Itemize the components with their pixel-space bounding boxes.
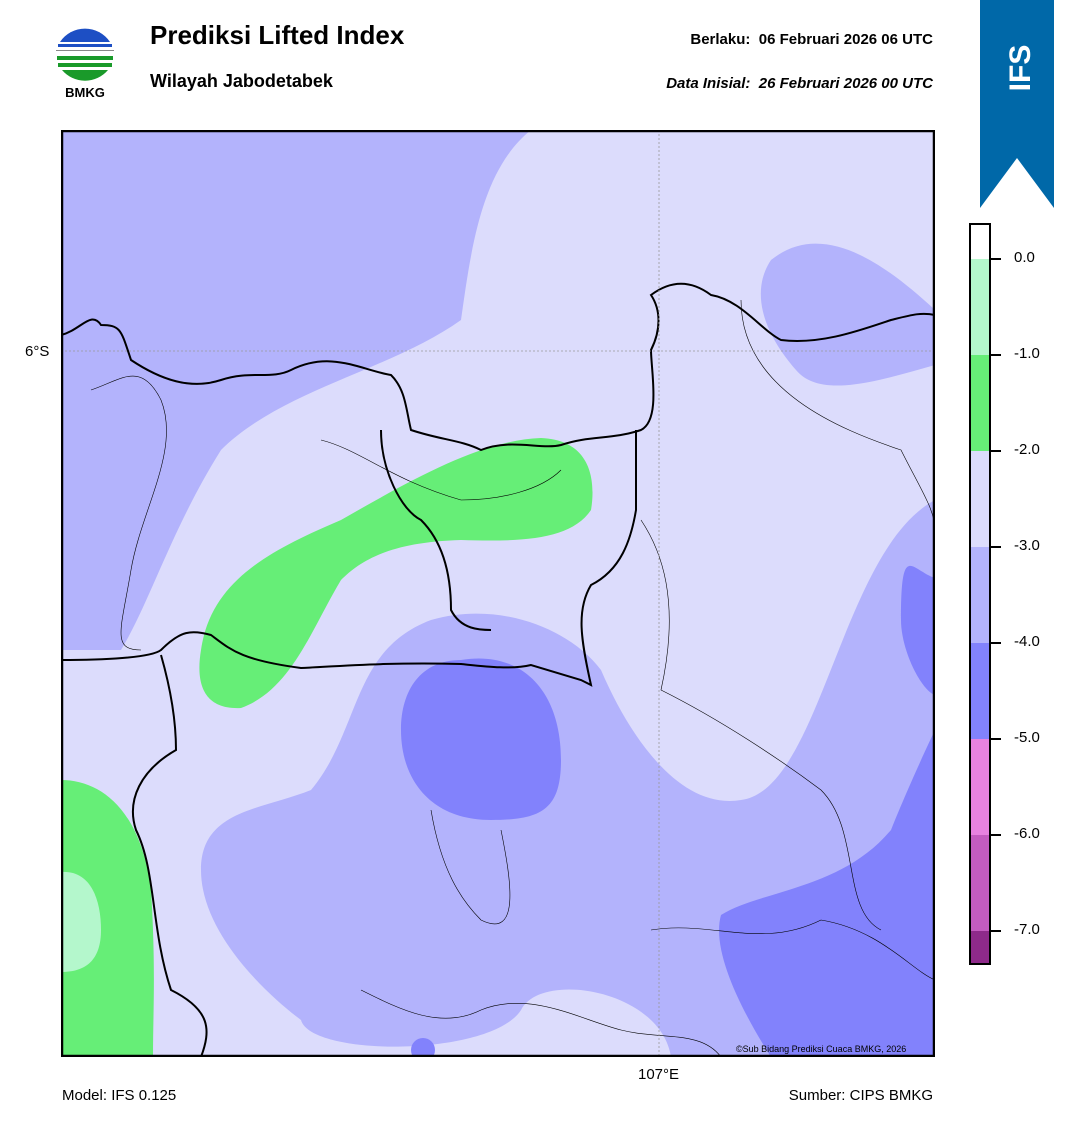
colorbar-segment bbox=[971, 931, 989, 963]
coastline bbox=[61, 282, 935, 452]
colorbar-segment bbox=[971, 739, 989, 835]
zone-minus4-5-east bbox=[901, 565, 935, 695]
colorbar-segment bbox=[971, 835, 989, 931]
colorbar-tick-label: -3.0 bbox=[1014, 537, 1040, 554]
colorbar-tick-label: -1.0 bbox=[1014, 345, 1040, 362]
colorbar-segment bbox=[971, 451, 989, 547]
svg-text:BMKG: BMKG bbox=[65, 85, 105, 100]
colorbar-segment bbox=[971, 225, 989, 259]
colorbar-tick-label: -7.0 bbox=[1014, 921, 1040, 938]
zone-minus4-5-center bbox=[401, 658, 561, 820]
longitude-label: 107°E bbox=[638, 1066, 680, 1083]
zone-minus3-4-ne bbox=[760, 243, 935, 386]
latitude-label: 6°S bbox=[25, 343, 50, 360]
zone-minus1-2-band bbox=[199, 438, 593, 709]
colorbar-tick bbox=[991, 450, 1001, 452]
zone-minus1-2-west bbox=[61, 780, 154, 1057]
colorbar-segment bbox=[971, 643, 989, 739]
colorbar-tick-label: -6.0 bbox=[1014, 825, 1040, 842]
lifted-index-map bbox=[61, 130, 935, 1057]
zone-minus4-5-se bbox=[719, 730, 935, 1057]
colorbar-segment bbox=[971, 547, 989, 643]
source-label: Sumber: CIPS BMKG bbox=[788, 1087, 933, 1104]
zone-minus3-4-nw bbox=[61, 130, 531, 650]
colorbar-tick bbox=[991, 642, 1001, 644]
colorbar-segment bbox=[971, 259, 989, 355]
colorbar-tick-label: -4.0 bbox=[1014, 633, 1040, 650]
colorbar-tick-label: 0.0 bbox=[1014, 249, 1035, 266]
colorbar-tick bbox=[991, 354, 1001, 356]
jakarta-border bbox=[380, 429, 492, 631]
model-label: Model: IFS 0.125 bbox=[62, 1087, 177, 1104]
ifs-badge: IFS bbox=[980, 0, 1054, 208]
colorbar-segment bbox=[971, 355, 989, 451]
colorbar-tick-label: -5.0 bbox=[1014, 729, 1040, 746]
svg-text:IFS: IFS bbox=[1004, 45, 1037, 92]
copyright: ©Sub Bidang Prediksi Cuaca BMKG, 2026 bbox=[736, 1044, 907, 1054]
region-subtitle: Wilayah Jabodetabek bbox=[150, 71, 333, 91]
west-border bbox=[131, 654, 208, 1057]
colorbar-tick bbox=[991, 258, 1001, 260]
colorbar-tick bbox=[991, 834, 1001, 836]
colorbar-tick-label: -2.0 bbox=[1014, 441, 1040, 458]
colorbar-tick bbox=[991, 738, 1001, 740]
bmkg-logo: BMKG bbox=[55, 22, 115, 100]
valid-time: Berlaku: 06 Februari 2026 06 UTC bbox=[690, 31, 933, 48]
zone-0-1-west bbox=[61, 871, 101, 972]
page-title: Prediksi Lifted Index bbox=[150, 20, 405, 50]
init-time: Data Inisial: 26 Februari 2026 00 UTC bbox=[666, 75, 933, 92]
colorbar-tick bbox=[991, 546, 1001, 548]
colorbar bbox=[969, 223, 991, 965]
colorbar-tick bbox=[991, 930, 1001, 932]
province-border bbox=[61, 430, 637, 687]
